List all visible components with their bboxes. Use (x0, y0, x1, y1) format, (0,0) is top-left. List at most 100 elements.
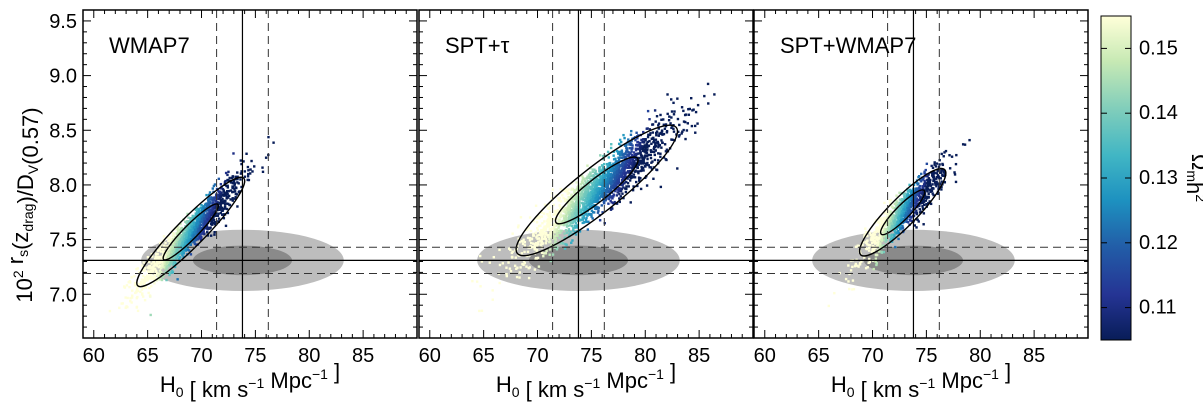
scatter-point (554, 240, 557, 244)
scatter-point (927, 196, 930, 199)
scatter-point (615, 185, 619, 188)
scatter-point (200, 223, 203, 227)
scatter-point (543, 225, 546, 228)
scatter-point (171, 234, 174, 238)
scatter-point (522, 260, 526, 263)
scatter-point (172, 242, 175, 246)
scatter-point (544, 237, 548, 241)
scatter-point (612, 154, 615, 157)
y-tick-label: 9.0 (49, 66, 77, 88)
scatter-point (889, 237, 893, 240)
x-tick-label: 75 (580, 345, 602, 367)
scatter-point (618, 138, 622, 142)
scatter-point (578, 191, 581, 195)
scatter-point (148, 264, 152, 268)
scatter-point (174, 240, 177, 244)
scatter-point (642, 161, 646, 165)
scatter-point (160, 278, 164, 282)
scatter-point (649, 156, 653, 160)
scatter-point (108, 309, 112, 313)
scatter-point (189, 230, 192, 233)
scatter-point (887, 235, 890, 238)
scatter-point (616, 172, 620, 175)
scatter-point (548, 253, 551, 256)
scatter-point (217, 195, 220, 198)
scatter-point (686, 122, 690, 125)
scatter-point (582, 183, 586, 186)
scatter-point (570, 212, 573, 215)
scatter-point (921, 178, 925, 181)
scatter-point (480, 309, 484, 312)
scatter-point (572, 202, 575, 206)
scatter-point (894, 230, 897, 234)
scatter-point (228, 176, 231, 180)
scatter-point (909, 197, 912, 200)
scatter-point (158, 278, 162, 281)
scatter-point (174, 235, 177, 239)
scatter-point (604, 179, 607, 183)
scatter-point (867, 249, 871, 252)
scatter-point (570, 208, 573, 212)
scatter-point (624, 176, 627, 180)
scatter-point (936, 182, 939, 185)
scatter-point (559, 214, 563, 217)
scatter-point (598, 179, 602, 182)
scatter-point (128, 285, 131, 289)
scatter-point (219, 182, 223, 186)
scatter-point (594, 186, 598, 189)
scatter-point (620, 175, 624, 179)
scatter-point (137, 271, 141, 274)
scatter-point (166, 248, 170, 251)
scatter-point (163, 257, 166, 260)
scatter-point (606, 183, 610, 186)
scatter-point (932, 175, 936, 179)
scatter-point (895, 205, 898, 208)
scatter-point (615, 202, 619, 205)
scatter-point (936, 192, 940, 195)
scatter-point (226, 211, 230, 215)
scatter-point (563, 208, 566, 212)
scatter-point (927, 177, 931, 180)
scatter-point (590, 200, 593, 203)
scatter-point (586, 180, 590, 183)
scatter-point (629, 166, 632, 169)
scatter-point (662, 132, 666, 136)
scatter-point (608, 180, 611, 184)
scatter-point (878, 242, 882, 245)
scatter-point (682, 120, 686, 123)
scatter-point (614, 182, 617, 185)
scatter-point (926, 178, 930, 182)
scatter-point (640, 154, 643, 158)
scatter-point (184, 236, 187, 240)
scatter-point (891, 237, 895, 240)
scatter-point (199, 206, 202, 210)
scatter-point (188, 226, 191, 229)
scatter-point (215, 187, 219, 191)
scatter-point (858, 262, 862, 265)
scatter-point (624, 159, 627, 163)
scatter-point (576, 226, 579, 229)
scatter-point (629, 201, 632, 204)
scatter-point (932, 193, 935, 197)
scatter-point (595, 173, 599, 176)
scatter-point (622, 170, 626, 173)
scatter-point (612, 187, 615, 190)
scatter-point (885, 238, 888, 242)
scatter-point (582, 189, 585, 192)
scatter-point (207, 205, 210, 208)
scatter-point (598, 190, 602, 194)
scatter-point (124, 306, 127, 309)
scatter-point (884, 219, 887, 222)
scatter-point (165, 252, 169, 256)
scatter-point (534, 247, 537, 250)
scatter-point (205, 193, 208, 197)
scatter-point (621, 177, 625, 180)
scatter-point (195, 231, 199, 234)
scatter-point (637, 147, 640, 151)
scatter-point (920, 180, 923, 183)
scatter-point (866, 243, 869, 246)
scatter-point (889, 238, 892, 242)
scatter-point (622, 161, 625, 165)
scatter-point (682, 128, 685, 132)
scatter-point (908, 194, 911, 197)
